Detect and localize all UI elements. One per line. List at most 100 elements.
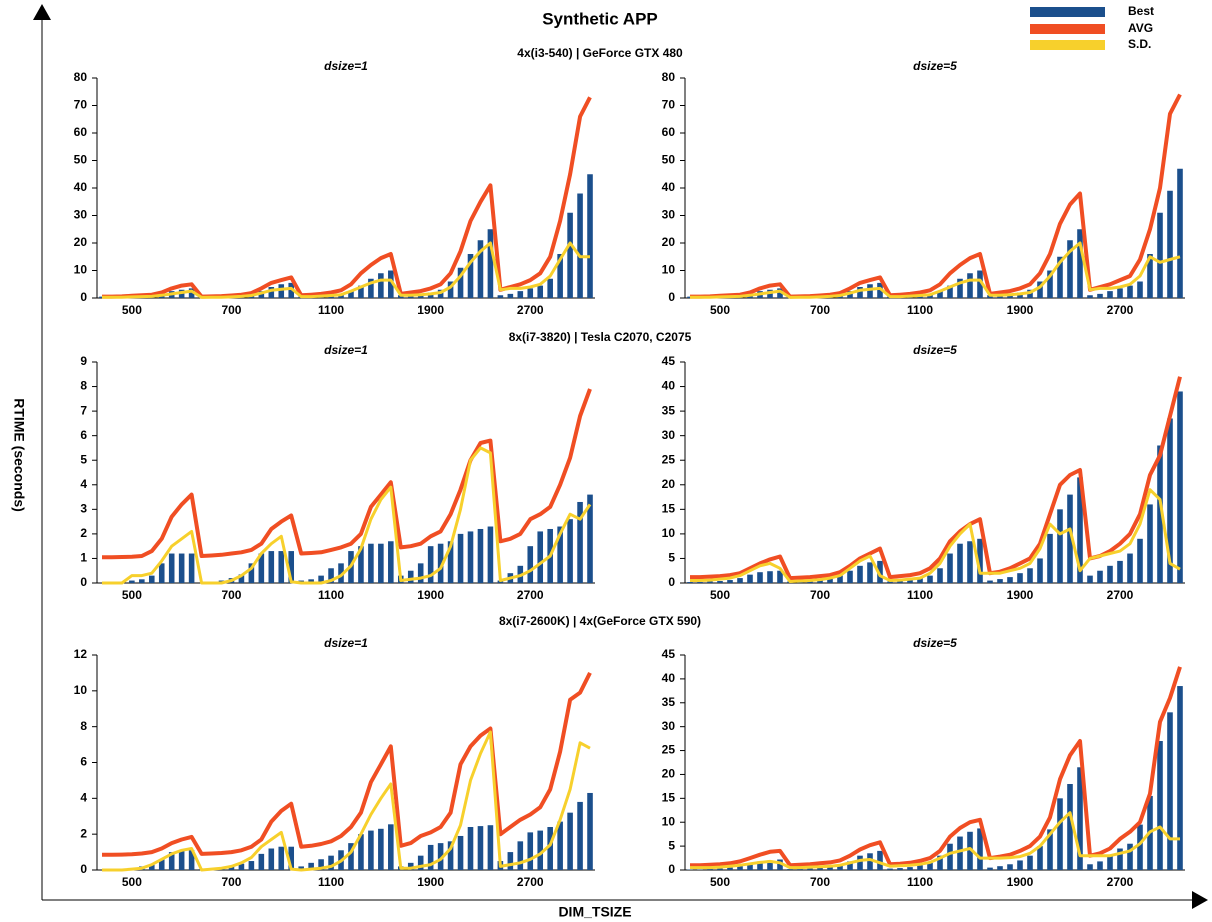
legend-label: AVG [1128, 21, 1153, 35]
x-tick-label: 500 [122, 588, 142, 602]
bar [168, 553, 175, 583]
bar [1137, 538, 1143, 583]
bar [897, 581, 903, 583]
bar [278, 846, 285, 870]
x-tick-label: 1900 [1007, 588, 1034, 602]
x-tick-label: 1100 [318, 588, 344, 602]
bar [917, 578, 923, 583]
bar [757, 861, 763, 870]
bar [1027, 568, 1033, 583]
bar [717, 868, 723, 870]
y-tick-label: 80 [662, 70, 676, 84]
bar [1037, 846, 1043, 870]
bar [188, 553, 195, 583]
bar [1017, 860, 1023, 870]
bar [577, 801, 583, 870]
bar [867, 562, 873, 583]
y-axis-label: RTIME (seconds) [11, 398, 27, 512]
bar [697, 582, 703, 583]
bar [707, 581, 713, 583]
figure-title: Synthetic APP [542, 9, 658, 28]
x-tick-label: 2700 [517, 303, 544, 317]
bar [358, 285, 364, 298]
bar [1127, 285, 1133, 298]
bar [1137, 824, 1143, 870]
bar [807, 868, 813, 870]
bar [1027, 855, 1033, 870]
y-tick-label: 3 [80, 502, 87, 516]
x-tick-label: 700 [810, 875, 830, 889]
y-tick-label: 50 [74, 153, 88, 167]
bar [388, 270, 394, 298]
bar [527, 546, 534, 583]
bar [1117, 288, 1123, 298]
bar [348, 843, 354, 870]
bar [1097, 293, 1103, 298]
bar [587, 174, 593, 298]
bar [887, 581, 893, 583]
y-tick-label: 7 [80, 403, 87, 417]
y-tick-label: 6 [80, 428, 87, 442]
bar [1067, 494, 1073, 583]
x-tick-label: 1900 [1007, 303, 1034, 317]
line-series [690, 488, 1181, 583]
bar [288, 846, 295, 870]
bar [338, 563, 344, 583]
bar [298, 866, 304, 870]
y-tick-label: 40 [662, 180, 676, 194]
y-tick-label: 8 [80, 719, 87, 733]
y-tick-label: 10 [662, 263, 676, 277]
bar [727, 867, 733, 870]
bar [897, 868, 903, 870]
bar [158, 563, 165, 583]
bar [847, 570, 853, 583]
bar [288, 551, 295, 583]
bar [1037, 281, 1043, 298]
bar [467, 254, 474, 298]
y-tick-label: 20 [662, 477, 676, 491]
bar [358, 546, 364, 583]
bar [1127, 843, 1133, 870]
legend-swatch [1030, 24, 1105, 34]
bar [497, 295, 504, 298]
y-tick-label: 2 [80, 826, 87, 840]
y-tick-label: 0 [80, 862, 87, 876]
y-tick-label: 15 [662, 502, 676, 516]
bar [487, 825, 494, 870]
bar [817, 867, 823, 870]
bar [937, 568, 943, 583]
y-tick-label: 70 [74, 98, 88, 112]
bar [967, 541, 973, 583]
y-tick-label: 10 [662, 814, 676, 828]
bar [318, 859, 324, 870]
bar [129, 580, 135, 583]
bar [248, 563, 255, 583]
bar [937, 291, 943, 298]
bar [1107, 291, 1113, 298]
bar [188, 850, 195, 870]
bar [1087, 575, 1093, 583]
line-series [690, 241, 1181, 299]
bar [487, 526, 494, 583]
bar [967, 831, 973, 870]
bar [1157, 212, 1163, 298]
bar [757, 572, 763, 583]
bar [178, 850, 185, 870]
bar [1087, 295, 1093, 298]
bar [727, 580, 733, 583]
bar [957, 278, 963, 298]
y-tick-label: 6 [80, 755, 87, 769]
y-tick-label: 0 [668, 290, 675, 304]
bar [527, 288, 534, 298]
bar [577, 193, 583, 298]
bar [318, 575, 324, 583]
x-axis-label: DIM_TSIZE [558, 904, 631, 920]
y-tick-label: 30 [662, 428, 676, 442]
bar [1047, 270, 1053, 298]
bar [857, 287, 863, 298]
bar [308, 862, 314, 870]
x-tick-label: 2700 [1107, 875, 1134, 889]
y-tick-label: 45 [662, 354, 676, 368]
y-tick-label: 10 [74, 263, 88, 277]
bar [268, 287, 275, 298]
